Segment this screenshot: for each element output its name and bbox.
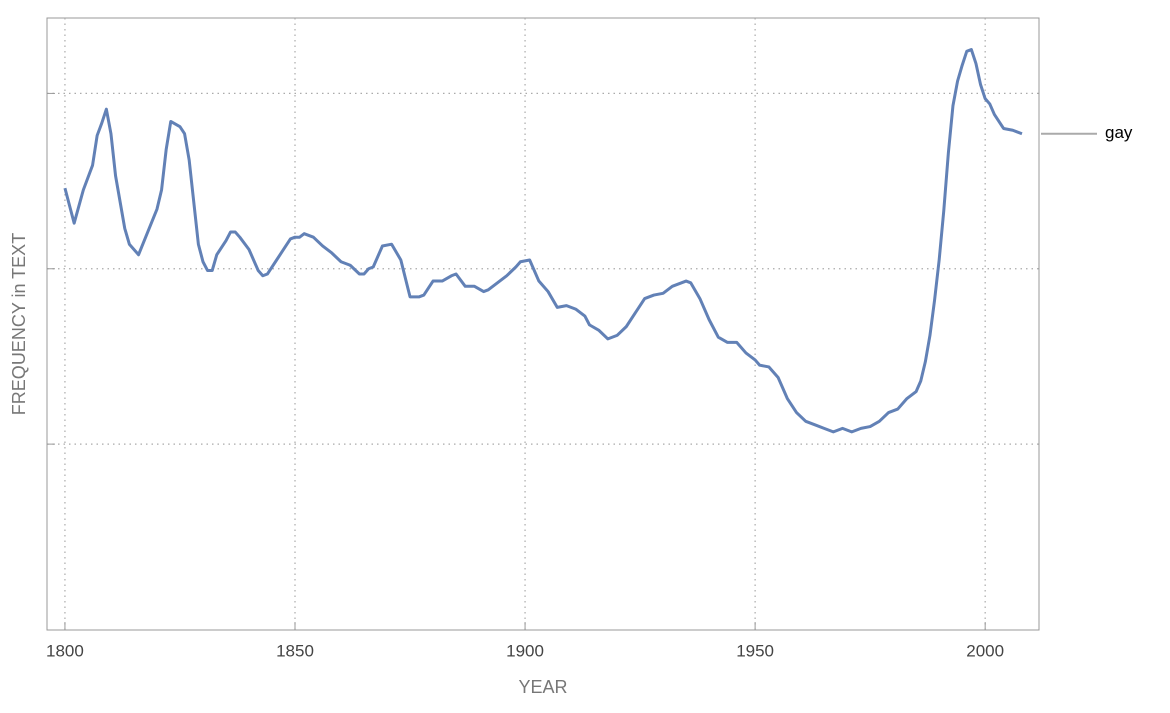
y-axis-label: FREQUENCY in TEXT [9, 233, 29, 415]
series-label: gay [1105, 123, 1133, 142]
x-tick-label: 1850 [276, 641, 314, 660]
x-tick-label: 2000 [966, 641, 1004, 660]
x-tick-label: 1950 [736, 641, 774, 660]
line [63, 48, 1023, 434]
x-axis-label: YEAR [518, 677, 567, 697]
x-tick-label: 1900 [506, 641, 544, 660]
x-tick-label: 1800 [46, 641, 84, 660]
plot-frame [46, 17, 1040, 631]
